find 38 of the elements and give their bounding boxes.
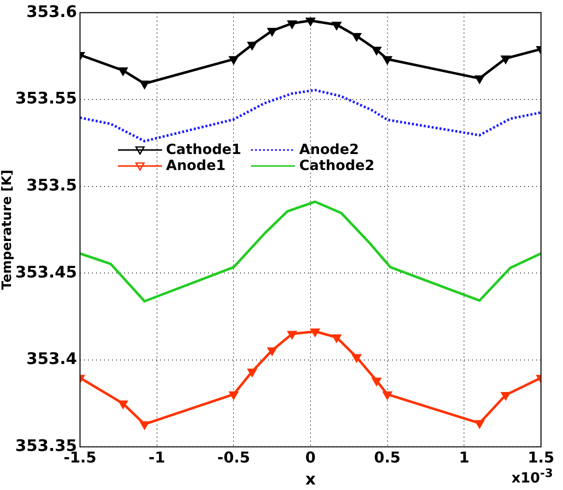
line-series bbox=[80, 88, 541, 142]
point bbox=[372, 46, 381, 55]
x-tick-label: 0.5 bbox=[374, 448, 401, 467]
point bbox=[229, 391, 238, 400]
point bbox=[352, 33, 361, 41]
y-tick-label: 353.4 bbox=[26, 349, 77, 368]
point bbox=[501, 55, 510, 64]
point bbox=[383, 391, 392, 400]
point bbox=[383, 56, 392, 64]
point bbox=[332, 22, 341, 30]
legend-label: Cathode2 bbox=[299, 158, 375, 174]
point bbox=[118, 67, 128, 76]
point bbox=[118, 400, 128, 408]
text: x10$^{-3}$ bbox=[512, 466, 553, 487]
x-axis-title: x bbox=[305, 470, 316, 489]
legend-label: Anode2 bbox=[299, 142, 359, 158]
legend-label: Anode1 bbox=[166, 158, 226, 174]
point bbox=[475, 75, 484, 84]
y-tick-label: 353.45 bbox=[15, 262, 77, 282]
point bbox=[288, 20, 296, 28]
point bbox=[332, 334, 341, 342]
y-tick-label: 353.55 bbox=[15, 88, 77, 108]
point bbox=[268, 28, 276, 36]
point bbox=[306, 18, 315, 26]
point bbox=[501, 392, 510, 400]
point bbox=[288, 330, 296, 339]
legend-label: Cathode1 bbox=[166, 142, 242, 158]
x-tick-label: 1.5 bbox=[528, 448, 554, 467]
point bbox=[229, 56, 238, 64]
x-tick-label: -1 bbox=[148, 448, 166, 467]
x-tick-label: 0 bbox=[305, 448, 316, 467]
point bbox=[268, 347, 276, 356]
y-axis-title: Temperature [K] bbox=[0, 170, 16, 290]
x-tick-label: 1 bbox=[458, 448, 470, 467]
point bbox=[310, 328, 320, 336]
y-tick-label: 353.6 bbox=[26, 2, 77, 21]
x-tick-label: -0.5 bbox=[217, 448, 250, 467]
y-tick-label: 353.5 bbox=[26, 175, 77, 194]
